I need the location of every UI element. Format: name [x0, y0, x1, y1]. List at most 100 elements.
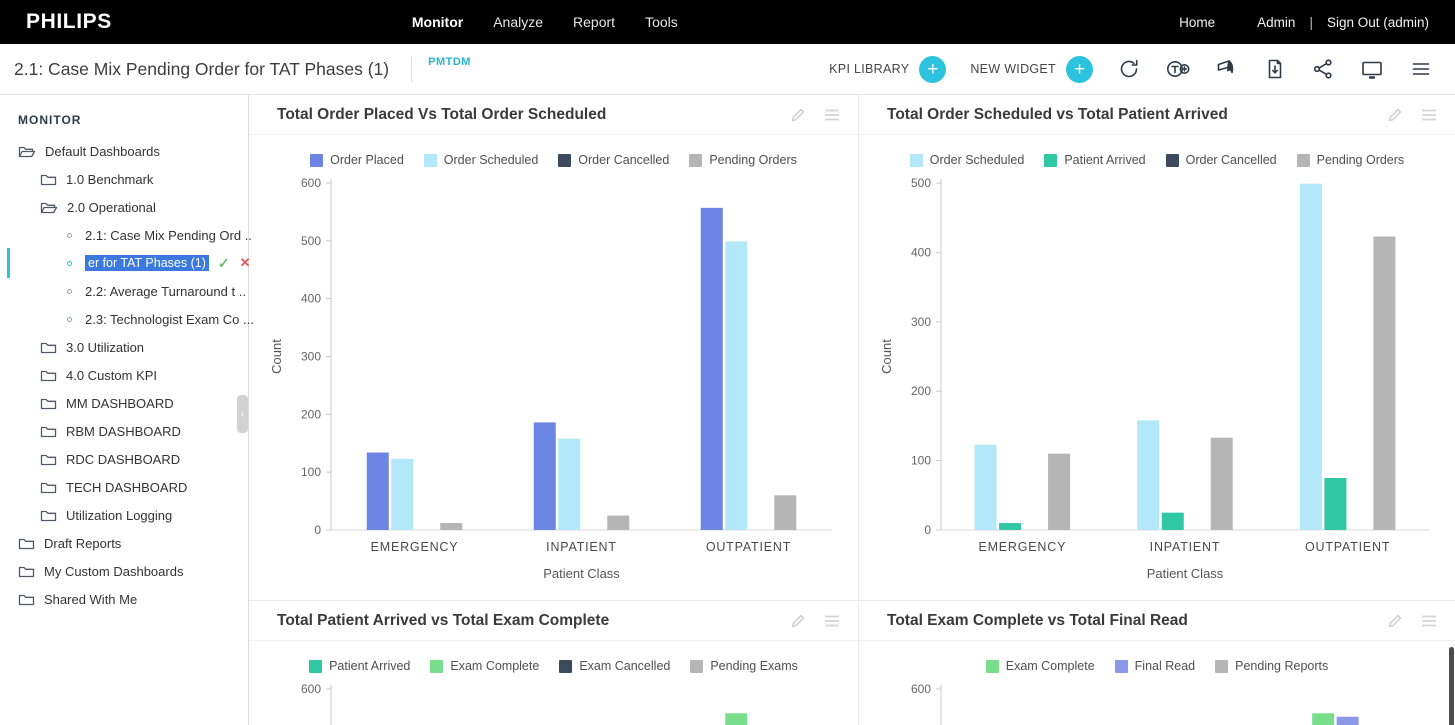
nav-report[interactable]: Report — [573, 14, 616, 30]
flag-icon[interactable] — [1215, 57, 1239, 81]
sidebar-item[interactable]: 2.0 Operational — [0, 193, 248, 221]
legend-item[interactable]: Exam Complete — [985, 659, 1095, 673]
share-icon[interactable] — [1311, 57, 1335, 81]
legend-item[interactable]: Order Placed — [310, 153, 404, 167]
nav-analyze[interactable]: Analyze — [493, 14, 544, 30]
bar[interactable] — [725, 241, 748, 530]
new-widget-add-icon[interactable]: + — [1066, 55, 1093, 83]
vertical-scrollbar[interactable] — [1449, 647, 1454, 725]
sidebar-item[interactable]: My Custom Dashboards — [0, 557, 248, 585]
legend-item[interactable]: Pending Orders — [689, 153, 797, 167]
rename-input[interactable]: er for TAT Phases (1) — [85, 255, 209, 271]
edit-widget-icon[interactable] — [1387, 107, 1403, 123]
bar-chart: 0 100 200 300 400 500 600 EMERGENCY INPATIENT OUT… — [269, 176, 832, 581]
cancel-rename-icon[interactable]: ✕ — [239, 255, 251, 270]
bar[interactable] — [1299, 183, 1322, 530]
legend-item[interactable]: Pending Orders — [1296, 153, 1404, 167]
sidebar-item[interactable]: MM DASHBOARD — [0, 389, 248, 417]
bar[interactable] — [440, 523, 463, 530]
edit-widget-icon[interactable] — [790, 613, 806, 629]
new-widget-button[interactable]: NEW WIDGET + — [970, 55, 1093, 83]
chart-legend: Patient Arrived Exam Complete Exam Cancell… — [249, 657, 858, 675]
bullet-icon — [67, 316, 72, 322]
folder-icon — [40, 342, 57, 353]
legend-item[interactable]: Pending Exams — [690, 659, 798, 673]
home-link[interactable]: Home — [1179, 14, 1216, 30]
sidebar-item-label: 2.1: Case Mix Pending Ord .. — [85, 227, 252, 243]
sidebar-item[interactable]: RBM DASHBOARD — [0, 417, 248, 445]
main-nav: Monitor Analyze Report Tools — [412, 14, 678, 30]
legend-item[interactable]: Final Read — [1114, 659, 1195, 673]
bar[interactable] — [607, 515, 630, 530]
kpi-library-add-icon[interactable]: + — [919, 55, 947, 83]
sidebar-item[interactable]: 2.1: Case Mix Pending Ord .. — [0, 221, 252, 249]
sidebar-item[interactable]: 1.0 Benchmark — [0, 165, 248, 193]
confirm-rename-icon[interactable]: ✓ — [217, 254, 230, 271]
bar[interactable] — [974, 444, 997, 530]
bar[interactable] — [558, 438, 581, 530]
legend-label: Patient Arrived — [329, 659, 411, 673]
sidebar-item[interactable]: 2.2: Average Turnaround t .. — [0, 277, 248, 305]
widget-menu-icon[interactable] — [1421, 614, 1437, 628]
sidebar-collapse-handle[interactable]: ‹ — [237, 395, 248, 433]
edit-widget-icon[interactable] — [790, 107, 806, 123]
bar[interactable] — [391, 458, 414, 530]
display-icon[interactable] — [1359, 57, 1385, 81]
bar[interactable] — [1312, 713, 1335, 725]
legend-item[interactable]: Patient Arrived — [309, 659, 410, 673]
nav-tools[interactable]: Tools — [645, 14, 678, 30]
sidebar-item-editing[interactable]: er for TAT Phases (1) ✓ ✕ — [0, 248, 251, 278]
sidebar-item[interactable]: Shared With Me — [0, 585, 248, 613]
bar[interactable] — [533, 422, 556, 530]
nav-monitor[interactable]: Monitor — [411, 14, 464, 30]
bar[interactable] — [774, 495, 797, 530]
sidebar-item[interactable]: RDC DASHBOARD — [0, 445, 248, 473]
sidebar-item[interactable]: 2.3: Technologist Exam Co ... — [0, 305, 254, 333]
add-text-widget-icon[interactable] — [1165, 57, 1191, 81]
kpi-library-button[interactable]: KPI LIBRARY + — [829, 55, 947, 83]
legend-item[interactable]: Order Scheduled — [909, 153, 1025, 167]
bar[interactable] — [700, 207, 723, 530]
bar[interactable] — [725, 713, 748, 725]
bar[interactable] — [1161, 512, 1184, 530]
refresh-icon[interactable] — [1117, 57, 1141, 81]
legend-item[interactable]: Pending Reports — [1215, 659, 1328, 673]
legend-label: Order Scheduled — [929, 153, 1025, 167]
charts-grid: Total Order Placed Vs Total Order Schedu… — [249, 95, 1455, 725]
legend-item[interactable]: Patient Arrived — [1044, 153, 1146, 167]
sidebar-item[interactable]: Default Dashboards — [0, 137, 248, 165]
bar[interactable] — [366, 452, 389, 530]
export-report-icon[interactable] — [1263, 57, 1287, 81]
bar[interactable] — [1324, 477, 1347, 530]
legend-item[interactable]: Order Scheduled — [423, 153, 538, 167]
sidebar-item-label: 3.0 Utilization — [66, 339, 145, 355]
legend-chip — [558, 153, 572, 167]
edit-widget-icon[interactable] — [1387, 613, 1403, 629]
signout-link[interactable]: Sign Out (admin) — [1326, 14, 1429, 30]
bar[interactable] — [1137, 420, 1160, 530]
chart-card: Total Order Placed Vs Total Order Schedu… — [249, 95, 859, 601]
widget-menu-icon[interactable] — [824, 108, 840, 122]
widget-menu-icon[interactable] — [1421, 108, 1437, 122]
legend-item[interactable]: Order Cancelled — [1165, 153, 1277, 167]
folder-icon — [40, 426, 57, 437]
sidebar-item-label: My Custom Dashboards — [44, 563, 184, 579]
menu-icon[interactable] — [1409, 57, 1433, 81]
legend-item[interactable]: Exam Cancelled — [559, 659, 670, 673]
legend-item[interactable]: Exam Complete — [430, 659, 539, 673]
bar[interactable] — [1373, 236, 1396, 531]
admin-link[interactable]: Admin — [1257, 14, 1296, 30]
sidebar-item[interactable]: 4.0 Custom KPI — [0, 361, 248, 389]
bar[interactable] — [1048, 453, 1071, 530]
chart-card: Total Order Scheduled vs Total Patient A… — [859, 95, 1455, 601]
bar[interactable] — [1336, 716, 1359, 725]
widget-menu-icon[interactable] — [824, 614, 840, 628]
legend-item[interactable]: Order Cancelled — [558, 153, 669, 167]
sidebar-item[interactable]: Draft Reports — [0, 529, 248, 557]
sidebar-item[interactable]: 3.0 Utilization — [0, 333, 248, 361]
bar[interactable] — [999, 523, 1022, 530]
sidebar-item[interactable]: Utilization Logging — [0, 501, 248, 529]
sidebar-item[interactable]: TECH DASHBOARD — [0, 473, 248, 501]
legend-chip — [689, 153, 703, 167]
bar[interactable] — [1210, 437, 1233, 530]
